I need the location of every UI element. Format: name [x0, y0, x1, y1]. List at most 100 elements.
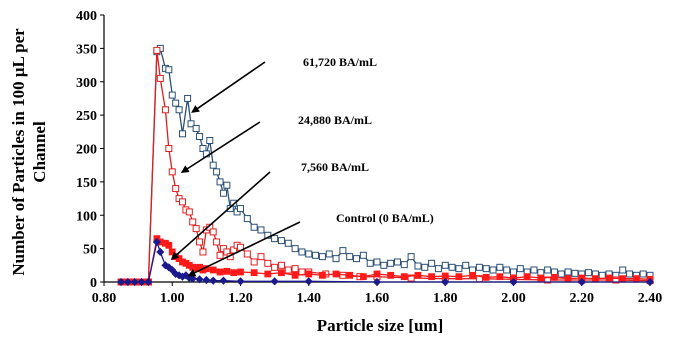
data-point	[571, 269, 579, 277]
data-point	[152, 237, 161, 247]
y-tick-label: 250	[76, 109, 97, 124]
data-point	[503, 266, 511, 274]
x-tick-label: 1.00	[160, 291, 185, 306]
data-point	[400, 261, 408, 269]
data-point	[325, 250, 333, 258]
data-point	[332, 270, 340, 278]
data-point	[496, 273, 504, 281]
data-point	[189, 218, 197, 226]
data-point	[192, 225, 200, 233]
data-point	[213, 238, 221, 246]
data-point	[407, 253, 415, 261]
data-point	[216, 268, 224, 276]
data-point	[130, 277, 139, 287]
data-point	[516, 265, 524, 273]
data-point	[291, 245, 299, 253]
data-point	[537, 274, 545, 282]
data-point	[373, 270, 381, 278]
x-tick-label: 2.00	[501, 291, 526, 306]
data-point	[509, 277, 518, 287]
data-point	[455, 265, 463, 273]
axes: 0.80 1.00 1.20 1.40 1.60 1.80 2.00 2.20 2.40 0 50 1…	[76, 9, 662, 306]
data-point	[482, 273, 490, 281]
x-tick-label: 1.60	[365, 291, 390, 306]
data-point	[213, 168, 221, 176]
data-point	[284, 266, 292, 274]
data-point	[332, 255, 340, 263]
y-tick-label: 50	[83, 243, 97, 258]
data-point	[346, 271, 354, 279]
data-point	[598, 271, 606, 279]
data-point	[185, 208, 193, 216]
data-point	[271, 235, 279, 243]
data-point	[216, 251, 224, 259]
data-point	[165, 66, 173, 74]
data-point	[455, 273, 463, 281]
x-axis-title: Particle size [um]	[317, 316, 444, 335]
data-point	[202, 275, 211, 285]
data-point	[564, 268, 572, 276]
data-point	[153, 46, 161, 54]
y-axis-title-line2: Channel	[30, 121, 49, 183]
data-point	[172, 185, 180, 193]
annotation-label: Control (0 BA/mL)	[336, 211, 434, 225]
series-0	[117, 44, 654, 286]
data-point	[400, 273, 408, 281]
data-point	[237, 268, 244, 276]
data-point	[359, 273, 367, 281]
data-point	[187, 120, 195, 128]
data-point	[137, 277, 146, 287]
data-point	[619, 275, 627, 283]
data-point	[448, 263, 456, 271]
data-point	[585, 269, 593, 277]
annotation-label: 61,720 BA/mL	[303, 55, 377, 69]
data-point	[353, 255, 361, 263]
data-point	[564, 275, 572, 283]
y-tick-label: 300	[76, 76, 97, 91]
data-point	[639, 270, 647, 278]
data-point	[188, 274, 197, 283]
x-tick-label: 2.20	[570, 291, 595, 306]
series-line	[121, 47, 651, 283]
series-3	[116, 237, 655, 287]
y-tick-label: 200	[76, 143, 97, 158]
data-point	[284, 239, 292, 247]
data-point	[475, 263, 483, 271]
data-point	[645, 277, 655, 287]
y-tick-label: 0	[90, 276, 97, 291]
data-point	[551, 273, 558, 281]
series-1	[117, 46, 654, 286]
data-point	[209, 228, 217, 236]
data-point	[264, 270, 272, 278]
data-point	[144, 277, 153, 287]
data-point	[441, 261, 449, 269]
data-point	[523, 273, 531, 281]
data-point	[305, 270, 313, 278]
data-point	[165, 145, 173, 152]
data-point	[387, 259, 395, 267]
data-point	[223, 267, 231, 275]
data-point	[592, 275, 599, 283]
data-point	[199, 248, 207, 256]
y-tick-label: 150	[76, 176, 97, 191]
x-tick-label: 1.80	[433, 291, 458, 306]
data-point	[250, 269, 258, 277]
data-point	[216, 178, 224, 186]
data-point	[393, 258, 401, 266]
data-point	[407, 274, 415, 282]
annotation-label: 24,880 BA/mL	[298, 113, 372, 127]
annotation-arrow	[187, 221, 301, 277]
series-line	[121, 50, 651, 283]
data-point	[496, 263, 504, 271]
data-point	[305, 250, 313, 258]
annotation-arrow	[180, 121, 261, 173]
data-point	[184, 94, 192, 102]
data-point	[209, 266, 217, 274]
data-point	[372, 277, 382, 287]
data-point	[544, 276, 552, 284]
data-point	[243, 215, 251, 223]
data-point	[257, 253, 265, 261]
x-tick-label: 1.40	[297, 291, 322, 306]
data-point	[230, 269, 238, 277]
data-point	[605, 274, 613, 282]
